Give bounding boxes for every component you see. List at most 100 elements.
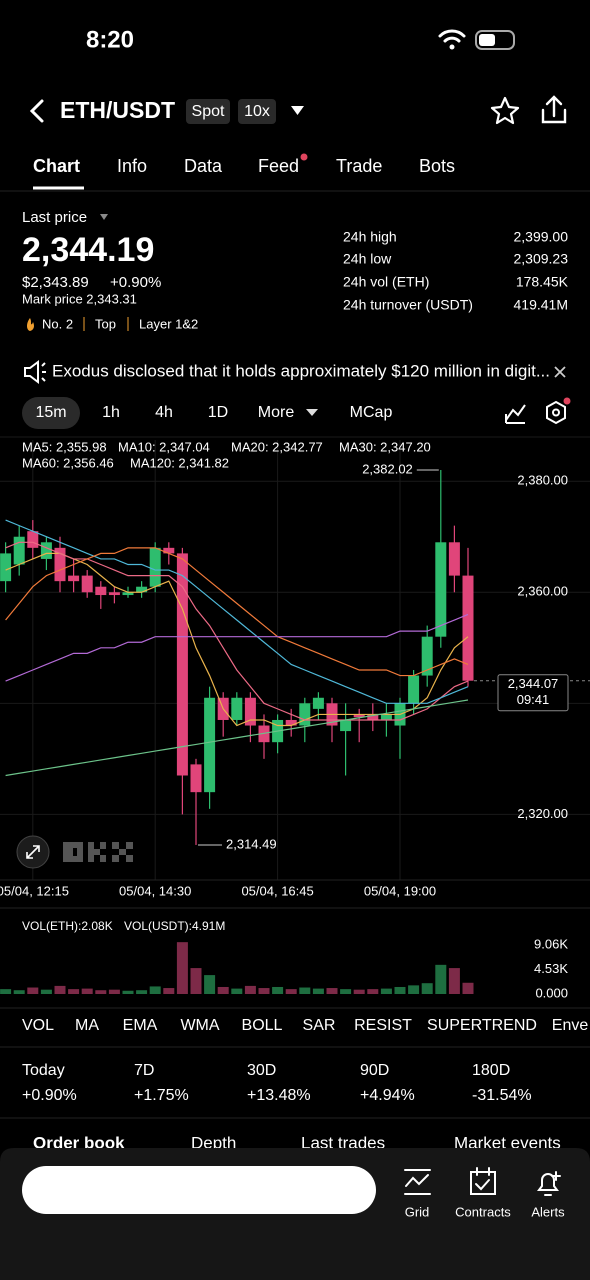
last-price-tag-value: 2,344.07 bbox=[508, 676, 559, 691]
mark-price: Mark price 2,343.31 bbox=[22, 291, 137, 306]
trade-button-label[interactable]: Trade bbox=[176, 1180, 222, 1200]
volume-bar bbox=[81, 988, 93, 994]
tab[interactable]: Chart bbox=[33, 156, 80, 176]
settings-icon[interactable] bbox=[546, 400, 566, 425]
candle-body bbox=[435, 542, 447, 637]
ma-line bbox=[5, 519, 469, 704]
volume-bar bbox=[95, 990, 107, 994]
action-label[interactable]: Contracts bbox=[455, 1204, 511, 1219]
volume-bar bbox=[40, 989, 52, 994]
volume-bar bbox=[163, 988, 175, 994]
volume-bar bbox=[136, 990, 148, 994]
order-tab[interactable]: Depth bbox=[191, 1133, 236, 1152]
candle-body bbox=[312, 697, 324, 709]
expand-button[interactable] bbox=[16, 835, 50, 869]
candle-body bbox=[81, 575, 93, 593]
back-button[interactable] bbox=[29, 99, 44, 123]
usd-price: $2,343.89 bbox=[22, 274, 89, 291]
indicator-icon[interactable] bbox=[505, 404, 526, 424]
candle-body bbox=[40, 542, 52, 559]
ma-line bbox=[5, 613, 469, 682]
tab[interactable]: Info bbox=[117, 156, 147, 176]
pair-title: ETH/USDT bbox=[60, 97, 175, 123]
timeframe[interactable]: 4h bbox=[155, 404, 173, 421]
order-tab[interactable]: Order book bbox=[33, 1133, 125, 1152]
timeframe[interactable]: 1h bbox=[102, 404, 120, 421]
stat-value: 2,399.00 bbox=[514, 229, 569, 245]
volume-bar bbox=[27, 987, 39, 994]
price-dropdown[interactable] bbox=[100, 214, 108, 220]
order-tab[interactable]: Market events bbox=[454, 1133, 561, 1152]
timeframe[interactable]: More bbox=[258, 404, 295, 421]
tab[interactable]: Bots bbox=[419, 156, 455, 176]
tab[interactable]: Data bbox=[184, 156, 223, 176]
action-label[interactable]: Grid bbox=[405, 1204, 430, 1219]
ma-legend: MA30: 2,347.20 bbox=[339, 439, 431, 454]
candle-body bbox=[231, 697, 243, 720]
tag: No. 2 bbox=[42, 316, 73, 331]
share-button[interactable] bbox=[541, 95, 567, 124]
pair-dropdown[interactable] bbox=[291, 106, 304, 115]
volume-bar bbox=[448, 968, 460, 994]
tab[interactable]: Feed bbox=[258, 156, 299, 176]
candle-body bbox=[27, 531, 39, 548]
trade-button[interactable] bbox=[22, 1166, 376, 1214]
candle-body bbox=[299, 703, 311, 726]
timeframe[interactable]: MCap bbox=[350, 404, 393, 421]
candle-body bbox=[204, 697, 216, 793]
indicator[interactable]: BOLL bbox=[242, 1017, 283, 1034]
volume-bar bbox=[0, 989, 12, 994]
volume-bar bbox=[353, 989, 365, 994]
indicator[interactable]: VOL bbox=[22, 1017, 54, 1034]
indicator[interactable]: EMA bbox=[123, 1017, 158, 1034]
stat-label: 24h low bbox=[343, 251, 392, 267]
action-label[interactable]: Alerts bbox=[531, 1204, 565, 1219]
action-icon[interactable] bbox=[404, 1169, 431, 1195]
action-icon[interactable] bbox=[537, 1171, 561, 1196]
volume-bar bbox=[68, 989, 80, 994]
candle-body bbox=[448, 542, 460, 576]
indicator[interactable]: SUPERTREND bbox=[427, 1017, 537, 1034]
volume-bar bbox=[408, 985, 420, 994]
volume-bar bbox=[54, 985, 66, 994]
indicator[interactable]: SAR bbox=[303, 1017, 336, 1034]
volume-legend: VOL(ETH):2.08K bbox=[22, 919, 113, 933]
volume-tick-label: 0.000 bbox=[535, 985, 568, 1000]
tag: Layer 1&2 bbox=[139, 316, 198, 331]
order-tab[interactable]: Last trades bbox=[301, 1133, 385, 1152]
price-change: +0.90% bbox=[110, 274, 161, 291]
period-label: 90D bbox=[360, 1062, 389, 1079]
stat-label: 24h vol (ETH) bbox=[343, 274, 429, 290]
timeframe[interactable]: 1D bbox=[208, 404, 228, 421]
indicator[interactable]: RESIST bbox=[354, 1017, 412, 1034]
period-value: +13.48% bbox=[247, 1087, 311, 1104]
tab[interactable]: Trade bbox=[336, 156, 382, 176]
stat-value: 419.41M bbox=[514, 297, 568, 313]
volume-bar bbox=[258, 988, 270, 994]
x-tick-label: 05/04, 14:30 bbox=[119, 883, 191, 898]
stat-value: 2,309.23 bbox=[514, 251, 569, 267]
status-icons bbox=[438, 29, 515, 50]
news-text[interactable]: Exodus disclosed that it holds approxima… bbox=[52, 361, 550, 380]
ma-legend: MA60: 2,356.46 bbox=[22, 455, 114, 470]
close-news[interactable] bbox=[554, 366, 566, 378]
volume-bar bbox=[244, 985, 256, 994]
indicator[interactable]: MA bbox=[75, 1017, 99, 1034]
volume-legend: VOL(USDT):4.91M bbox=[124, 919, 225, 933]
favorite-button[interactable] bbox=[490, 96, 520, 125]
last-price: 2,344.19 bbox=[22, 231, 154, 269]
candle-body bbox=[285, 719, 297, 726]
period-value: +0.90% bbox=[22, 1087, 77, 1104]
period-label: 180D bbox=[472, 1062, 510, 1079]
indicator[interactable]: Enve bbox=[552, 1017, 589, 1034]
action-icon[interactable] bbox=[470, 1167, 496, 1195]
ma-line bbox=[5, 552, 469, 727]
notification-dot bbox=[300, 153, 308, 161]
indicator[interactable]: WMA bbox=[180, 1017, 219, 1034]
timeframe[interactable]: 15m bbox=[35, 404, 66, 421]
volume-bar bbox=[367, 989, 379, 994]
y-tick-label: 2,320.00 bbox=[517, 806, 568, 821]
more-dropdown[interactable] bbox=[306, 409, 318, 416]
